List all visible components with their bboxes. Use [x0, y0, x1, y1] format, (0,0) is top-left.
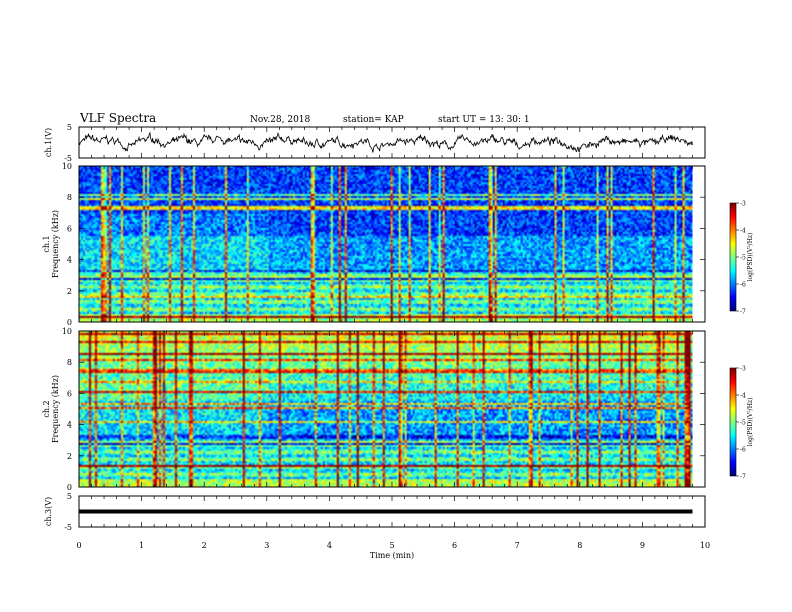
start-ut-label: start UT = 13: 30: 1	[438, 115, 530, 125]
ch1-ytick-5: 5	[67, 123, 72, 132]
ch3-ylabel: ch.3(V)	[44, 497, 53, 526]
time-tick-label: 5	[389, 541, 394, 550]
spec2-ytick-label: 4	[67, 421, 72, 430]
time-tick-label: 3	[264, 541, 269, 550]
ch1-colorbar-tick-label: -5	[740, 255, 746, 262]
ch1-frequency-axis-label: Frequency (kHz)	[51, 210, 60, 278]
time-axis-label: Time (min)	[370, 551, 414, 560]
ch1-colorbar-tick-label: -3	[740, 201, 746, 208]
time-tick-label: 4	[327, 541, 332, 550]
spec2-ytick-label: 10	[62, 327, 72, 336]
time-tick-label: 1	[139, 541, 144, 550]
ch2-colorbar-tick-label: -7	[740, 474, 746, 481]
ch2-colorbar-ticks: -3 -4 -5 -6 -7	[736, 366, 746, 481]
ch2-frequency-axis-label: Frequency (kHz)	[51, 375, 60, 443]
spec2-ytick-label: 6	[67, 389, 72, 398]
ch1-waveform-line	[78, 131, 693, 153]
spec1-ytick-label: 8	[67, 193, 72, 202]
time-tick-label: 9	[640, 541, 645, 550]
ch3-waveform-panel: 5 -5 ch.3(V) 0 1 2 3 4 5 6 7 8 9 10 Time (min)	[44, 492, 710, 560]
time-tick-label: 8	[577, 541, 582, 550]
spec1-ytick-label: 6	[67, 224, 72, 233]
ch2-spectrogram-ticks	[78, 330, 706, 488]
ch2-spectrogram-channel-label: ch.2	[42, 400, 51, 417]
ch2-freq-tick-labels: 0 2 4 6 8 10	[62, 327, 72, 492]
ch2-colorbar-tick-label: -4	[740, 393, 746, 400]
figure-title: VLF Spectra	[79, 111, 156, 125]
ch1-freq-tick-labels: 0 2 4 6 8 10	[62, 162, 72, 327]
ch1-waveform-ticks	[78, 127, 706, 158]
ch1-waveform-panel: 5 -5 ch.1(V)	[44, 123, 706, 163]
spec1-ytick-label: 4	[67, 256, 72, 265]
ch2-colorbar-tick-label: -6	[740, 447, 746, 454]
time-tick-label: 6	[452, 541, 457, 550]
ch3-ytick-neg5: -5	[64, 523, 72, 532]
time-axis-tick-labels: 0 1 2 3 4 5 6 7 8 9 10	[76, 541, 710, 550]
ch1-spectrogram-image	[79, 166, 693, 322]
time-tick-label: 7	[515, 541, 520, 550]
time-tick-label: 0	[76, 541, 81, 550]
date-label: Nov.28, 2018	[250, 115, 311, 125]
time-tick-label: 2	[202, 541, 207, 550]
station-label: station= KAP	[343, 115, 404, 125]
spec2-ytick-label: 8	[67, 358, 72, 367]
ch2-spectrogram-image	[79, 331, 693, 487]
ch2-colorbar-tick-label: -5	[740, 420, 746, 427]
ch1-colorbar-tick-label: -6	[740, 282, 746, 289]
ch2-colorbar-tick-label: -3	[740, 366, 746, 373]
ch1-colorbar-label: log(PSD)(V²/Hz)	[747, 233, 754, 282]
ch1-spectrogram-channel-label: ch.1	[42, 235, 51, 252]
ch1-colorbar	[730, 203, 736, 311]
ch1-spectrogram-ticks	[78, 165, 706, 323]
spec2-ytick-label: 2	[67, 452, 72, 461]
time-tick-label: 10	[700, 541, 710, 550]
ch1-colorbar-tick-label: -4	[740, 228, 746, 235]
ch1-colorbar-tick-label: -7	[740, 309, 746, 316]
ch1-ytick-neg5: -5	[64, 154, 72, 163]
ch1-colorbar-ticks: -3 -4 -5 -6 -7	[736, 201, 746, 316]
ch3-ytick-5: 5	[67, 492, 72, 501]
ch1-ylabel: ch.1(V)	[44, 128, 53, 157]
spec1-ytick-label: 2	[67, 287, 72, 296]
spec1-ytick-label: 0	[67, 318, 72, 327]
spec2-ytick-label: 0	[67, 483, 72, 492]
ch2-colorbar-label: log(PSD)(V²/Hz)	[747, 398, 754, 447]
ch2-colorbar	[730, 368, 736, 476]
ch3-waveform-ticks	[78, 496, 706, 527]
spec1-ytick-label: 10	[62, 162, 72, 171]
